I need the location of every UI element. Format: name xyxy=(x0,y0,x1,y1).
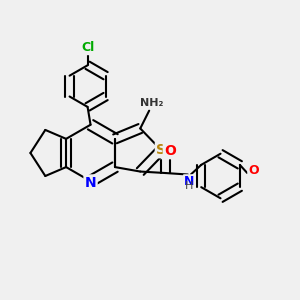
Text: O: O xyxy=(164,144,176,158)
Text: O: O xyxy=(248,164,259,177)
Text: NH₂: NH₂ xyxy=(140,98,164,108)
Text: S: S xyxy=(156,143,166,157)
Text: N: N xyxy=(85,176,96,190)
Text: H: H xyxy=(185,182,194,191)
Text: N: N xyxy=(184,176,194,188)
Text: Cl: Cl xyxy=(81,41,94,54)
